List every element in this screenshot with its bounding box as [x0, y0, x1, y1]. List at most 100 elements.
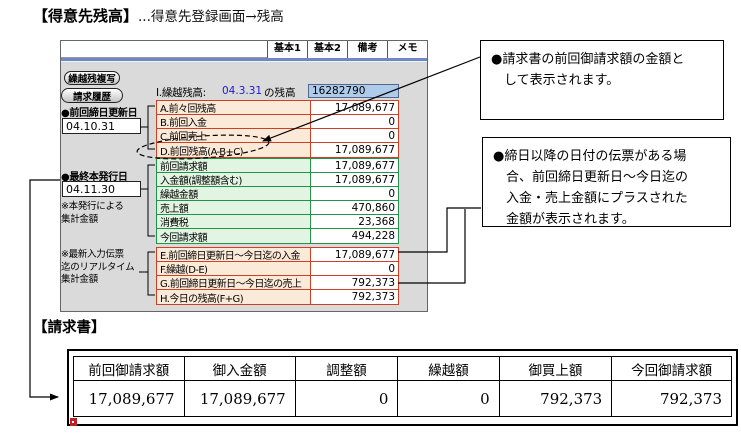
realtime-totals-group: E.前回締日更新日〜今日迄の入金 17,089,677 F.繰越(D-E) 0 …: [156, 247, 399, 305]
row-value: 470,860: [311, 201, 398, 214]
callout-text: ●締日以降の日付の伝票がある場合、前回締日更新日〜今日迄の入金・売上金額にプラス…: [493, 149, 689, 227]
row-label: 入金額(調整額含む): [157, 173, 311, 186]
row-value: 494,228: [311, 229, 398, 243]
table-row: 前回請求額 17,089,677: [157, 159, 398, 173]
table-row: B.前回入金 0: [157, 115, 398, 129]
carryover-balance-row: I.繰越残高: 04.3.31 の残高 16282790: [156, 84, 399, 99]
row-value: 0: [311, 262, 398, 275]
previous-closing-group: A.前々回残高 17,089,677 B.前回入金 0 C.前回売上 0 D.前…: [156, 100, 399, 158]
carryover-balance-label: I.繰越残高:: [156, 87, 206, 99]
invoice-header-row: 前回御請求額 御入金額 調整額 繰越額 御買上額 今回御請求額: [73, 356, 732, 381]
customer-balance-panel: 基本1 基本2 備考 メモ 繰越残複写 請求履歴 ●前回締日更新日 04.10.…: [60, 40, 428, 312]
row-value: 17,089,677: [311, 101, 398, 114]
row-label: 今回請求額: [157, 229, 311, 243]
accent-band-gap: [61, 61, 427, 62]
issue-total-note-line2: 集計金額: [61, 213, 98, 225]
page-title-main: 【得意先残高】: [33, 7, 139, 25]
table-row: F.繰越(D-E) 0: [157, 262, 398, 276]
row-value: 0: [311, 129, 398, 142]
invoice-value-cell: 0: [294, 380, 399, 417]
invoice-header-cell: 御入金額: [183, 356, 296, 381]
realtime-total-note-line3: 集計金額: [61, 274, 98, 285]
invoice-value-cell: 792,373: [611, 380, 732, 417]
page-title: 【得意先残高】...得意先登録画面→残高: [33, 5, 284, 26]
table-row: G.前回締日更新日〜今日迄の売上 792,373: [157, 276, 398, 290]
table-row: 繰越金額 0: [157, 187, 398, 201]
callout-previous-billed-amount: ●請求書の前回御請求額の金額として表示されます。: [480, 40, 724, 120]
invoice-value-cell: 17,089,677: [183, 380, 296, 417]
invoice-value-row: 17,089,677 17,089,677 0 0 792,373 792,37…: [73, 380, 732, 417]
tab-memo[interactable]: メモ: [387, 41, 427, 58]
table-row: 消費税 23,368: [157, 215, 398, 229]
carryover-balance-suffix: の残高: [264, 87, 296, 99]
realtime-total-note-line2: 迄のリアルタイム: [61, 261, 135, 273]
accent-band: [61, 58, 427, 61]
tab-basic2[interactable]: 基本2: [307, 41, 347, 58]
last-issue-date-field[interactable]: 04.11.30: [62, 181, 141, 197]
row-label: A.前々回残高: [157, 101, 311, 114]
realtime-total-note-line1: ※最新入力伝票: [61, 249, 124, 260]
table-row: A.前々回残高 17,089,677: [157, 101, 398, 115]
table-row: 売上額 470,860: [157, 201, 398, 215]
row-value: 792,373: [311, 290, 398, 304]
panel-body: 繰越残複写 請求履歴 ●前回締日更新日 04.10.31 ●最終本発行日 04.…: [61, 62, 427, 311]
invoice-value-cell: 17,089,677: [73, 380, 185, 417]
carryover-copy-button[interactable]: 繰越残複写: [64, 71, 120, 85]
prev-closing-date-field[interactable]: 04.10.31: [62, 118, 141, 134]
tab-remarks[interactable]: 備考: [347, 41, 387, 58]
invoice-header-cell: 御買上額: [498, 356, 613, 381]
row-label: 繰越金額: [157, 187, 311, 200]
table-row: H.今日の残高(F+G) 792,373: [157, 290, 398, 304]
issue-total-note-line1: ※本発行による: [61, 201, 124, 212]
row-value: 17,089,677: [311, 248, 398, 261]
last-issue-date-label: ●最終本発行日: [61, 172, 128, 183]
row-value: 792,373: [311, 276, 398, 289]
invoice-header-cell: 調整額: [294, 356, 399, 381]
row-value: 0: [311, 187, 398, 200]
row-label: C.前回売上: [157, 129, 311, 142]
row-label: B.前回入金: [157, 115, 311, 128]
red-marker-icon: [70, 418, 77, 426]
issue-total-note: ※本発行による 集計金額: [61, 201, 124, 226]
invoice-header-cell: 今回御請求額: [611, 356, 732, 381]
row-value: 0: [311, 115, 398, 128]
row-label: F.繰越(D-E): [157, 262, 311, 275]
invoice-connector-arrow: [29, 179, 60, 401]
invoice-header-cell: 繰越額: [397, 356, 500, 381]
carryover-balance-date: 04.3.31: [222, 85, 263, 97]
tab-bar: 基本1 基本2 備考 メモ: [267, 41, 427, 58]
row-value: 17,089,677: [311, 159, 398, 172]
table-row: 今回請求額 494,228: [157, 229, 398, 243]
callout-after-closing-slips: ●締日以降の日付の伝票がある場合、前回締日更新日〜今日迄の入金・売上金額にプラス…: [482, 137, 731, 227]
page-title-suffix: ...得意先登録画面→残高: [138, 9, 284, 25]
row-label: E.前回締日更新日〜今日迄の入金: [157, 248, 311, 261]
row-value: 17,089,677: [311, 143, 398, 157]
invoice-section-title: 【請求書】: [33, 320, 106, 336]
table-row: 入金額(調整額含む) 17,089,677: [157, 173, 398, 187]
balance-table: I.繰越残高: 04.3.31 の残高 16282790 A.前々回残高 17,…: [156, 84, 399, 305]
tab-basic1[interactable]: 基本1: [267, 41, 307, 58]
table-row: C.前回売上 0: [157, 129, 398, 143]
issue-totals-group: 前回請求額 17,089,677 入金額(調整額含む) 17,089,677 繰…: [156, 158, 399, 244]
tab-strip: 基本1 基本2 備考 メモ: [61, 41, 427, 58]
realtime-total-note: ※最新入力伝票 迄のリアルタイム 集計金額: [61, 249, 135, 287]
billing-history-button[interactable]: 請求履歴: [61, 88, 123, 103]
invoice-table: 前回御請求額 御入金額 調整額 繰越額 御買上額 今回御請求額 17,089,6…: [67, 349, 738, 426]
row-label: 前回請求額: [157, 159, 311, 172]
row-label: H.今日の残高(F+G): [157, 290, 311, 304]
row-value: 23,368: [311, 215, 398, 228]
invoice-header-cell: 前回御請求額: [73, 356, 185, 381]
row-label: 売上額: [157, 201, 311, 214]
carryover-balance-field[interactable]: 16282790: [308, 84, 399, 98]
invoice-value-cell: 0: [397, 380, 500, 417]
callout-text: ●請求書の前回御請求額の金額として表示されます。: [491, 52, 685, 88]
row-label: 消費税: [157, 215, 311, 228]
row-value: 17,089,677: [311, 173, 398, 186]
invoice-value-cell: 792,373: [498, 380, 613, 417]
row-label: D.前回残高(A-B+C): [157, 143, 311, 157]
prev-closing-update-label: ●前回締日更新日: [61, 108, 138, 119]
row-label: G.前回締日更新日〜今日迄の売上: [157, 276, 311, 289]
table-row: D.前回残高(A-B+C) 17,089,677: [157, 143, 398, 157]
table-row: E.前回締日更新日〜今日迄の入金 17,089,677: [157, 248, 398, 262]
